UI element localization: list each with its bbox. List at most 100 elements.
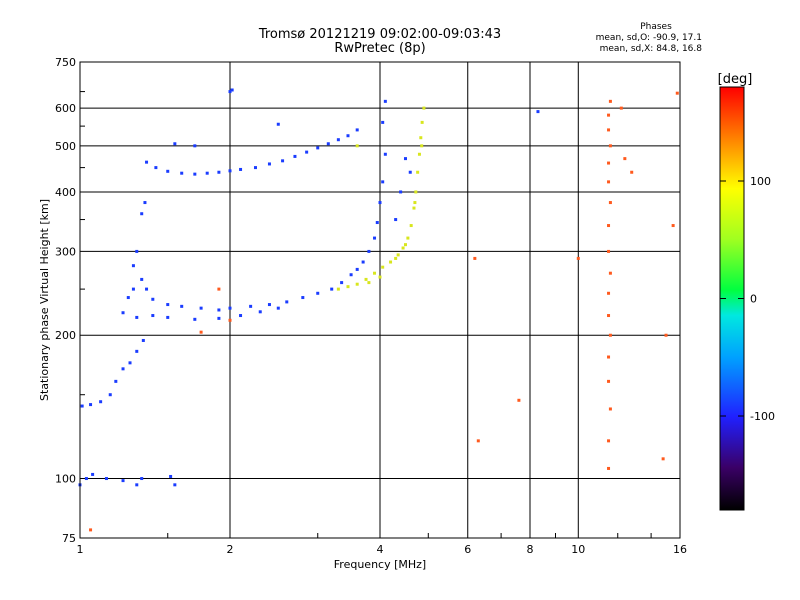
data-point [143,201,147,205]
data-point [396,253,400,257]
data-point [199,306,203,310]
data-point [91,472,95,476]
data-point [349,273,353,277]
data-point [361,260,365,264]
data-point [409,224,413,228]
data-point [230,88,234,92]
data-point [193,172,197,176]
data-point [305,150,309,154]
data-point [422,106,426,110]
data-point [476,439,480,443]
data-point [608,201,612,205]
data-point [608,99,612,103]
data-point [140,477,144,481]
data-point [367,249,371,253]
data-point [576,256,580,260]
data-point [135,349,139,353]
data-point [355,128,359,132]
data-point [664,333,668,337]
data-point [199,330,203,334]
data-point [326,142,330,146]
y-tick-label: 200 [55,329,76,342]
data-point [381,265,385,269]
data-point [607,379,611,383]
data-point [403,157,407,161]
data-point [173,483,177,487]
data-point [417,152,421,156]
data-point [607,439,611,443]
x-tick-label: 1 [77,543,84,556]
data-point [607,466,611,470]
x-tick-label: 6 [464,543,471,556]
data-point [140,212,144,216]
data-point [228,306,232,310]
data-point [378,201,382,205]
x-axis-label: Frequency [MHz] [334,558,426,571]
data-point [228,169,232,173]
data-point [608,333,612,337]
data-point [346,285,350,289]
data-point [619,106,623,110]
data-point [607,355,611,359]
data-point [80,404,84,408]
x-tick-label: 8 [527,543,534,556]
data-point [228,90,232,94]
data-point [414,190,418,194]
data-point [193,144,197,148]
data-point [239,167,243,171]
data-point [607,249,611,253]
data-point [608,407,612,411]
data-point [336,138,340,142]
data-point [151,297,155,301]
data-point [228,318,232,322]
data-point [364,277,368,281]
data-point [623,157,627,161]
grid-lines [80,62,680,538]
data-point [517,398,521,402]
data-point [151,314,155,318]
data-point [267,303,271,307]
data-point [671,224,675,228]
data-point [661,457,665,461]
data-point [675,91,679,95]
data-point [281,159,285,163]
axis-ticks: 1 2 4 6 8 10 16 75 100 200 300 400 500 600 750 [55,56,687,556]
data-point [166,303,170,307]
data-point [166,169,170,173]
data-point [401,246,405,250]
data-point [381,120,385,124]
data-point [239,314,243,318]
x-tick-label: 2 [227,543,234,556]
data-point [217,287,221,291]
data-point [355,267,359,271]
data-point [205,171,209,175]
data-point [412,206,416,210]
data-point [128,361,132,365]
y-tick-label: 500 [55,140,76,153]
data-point [173,142,177,146]
data-point [367,281,371,285]
data-point [141,338,145,342]
data-point [607,113,611,117]
y-tick-label: 100 [55,473,76,486]
colorbar-ticks: -100 0 100 [720,175,775,423]
data-points [78,88,679,532]
data-point [473,256,477,260]
data-point [316,146,320,150]
x-tick-label: 4 [377,543,384,556]
data-point [166,315,170,319]
data-point [108,393,112,397]
data-point [180,304,184,308]
chart-subtitle: RwPretec (8p) [334,41,426,56]
data-point [301,296,305,300]
data-point [249,304,253,308]
data-point [373,236,377,240]
data-point [145,160,149,164]
y-tick-label: 400 [55,186,76,199]
y-tick-label: 75 [62,532,76,545]
colorbar-tick-label: 100 [750,175,771,188]
data-point [408,170,412,174]
y-axis-label: Stationary phase Virtual Height [km] [38,199,51,401]
data-point [607,180,611,184]
